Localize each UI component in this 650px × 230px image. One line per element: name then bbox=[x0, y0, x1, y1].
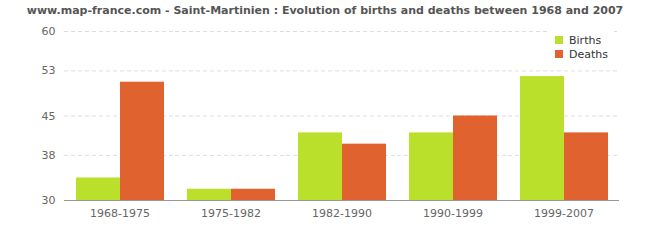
svg-text:1999-2007: 1999-2007 bbox=[534, 207, 594, 220]
svg-text:1982-1990: 1982-1990 bbox=[312, 207, 372, 220]
html-text:www.map-france.com - Saint-Mar: www.map-france.com - Saint-Martinien : E… bbox=[26, 4, 624, 17]
html-text:Deaths: Deaths bbox=[569, 47, 608, 61]
svg-text:45: 45 bbox=[42, 110, 56, 123]
html-text:Births: Births bbox=[569, 33, 602, 47]
svg-text:1990-1999: 1990-1999 bbox=[423, 207, 483, 220]
svg-text:30: 30 bbox=[42, 194, 56, 207]
svg-text:1975-1982: 1975-1982 bbox=[201, 207, 261, 220]
svg-text:1968-1975: 1968-1975 bbox=[90, 207, 150, 220]
svg-text:53: 53 bbox=[42, 64, 56, 77]
svg-text:60: 60 bbox=[42, 25, 56, 38]
svg-text:38: 38 bbox=[42, 149, 56, 162]
